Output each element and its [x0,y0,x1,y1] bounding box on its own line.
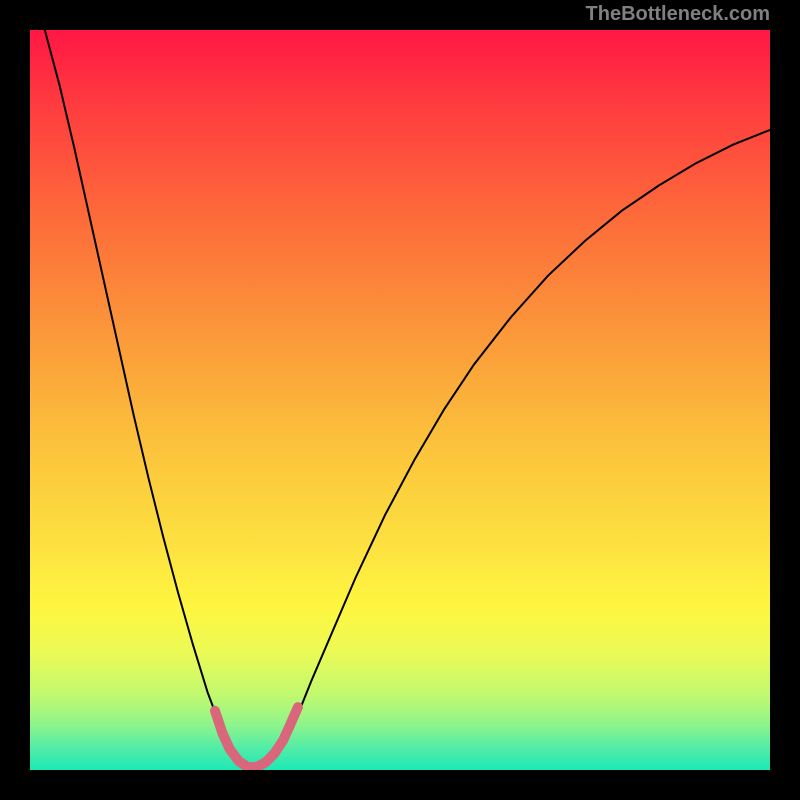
watermark-text: TheBottleneck.com [586,3,770,26]
plot-area [30,30,770,770]
highlight-marker [215,707,298,767]
curve-right-branch [259,130,770,768]
curve-left-branch [45,30,252,768]
curve-layer [30,30,770,770]
